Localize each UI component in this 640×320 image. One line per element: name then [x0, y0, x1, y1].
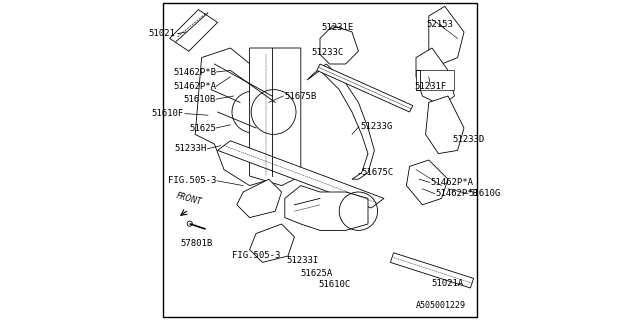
Polygon shape — [426, 96, 464, 154]
Text: 51462P*B: 51462P*B — [435, 189, 478, 198]
Polygon shape — [250, 224, 294, 262]
Polygon shape — [218, 141, 384, 208]
Text: 51610F: 51610F — [152, 109, 184, 118]
Text: FIG.505-3: FIG.505-3 — [168, 176, 216, 185]
Text: 51625: 51625 — [189, 124, 216, 132]
Text: 51462P*A: 51462P*A — [430, 178, 474, 187]
Text: 51462P*A: 51462P*A — [173, 82, 216, 91]
Text: 51610B: 51610B — [184, 95, 216, 104]
Text: 51233I: 51233I — [286, 256, 319, 265]
Polygon shape — [250, 48, 301, 186]
Text: 51233H: 51233H — [174, 144, 206, 153]
Text: 51231F: 51231F — [414, 82, 447, 91]
Text: 51231E: 51231E — [321, 23, 354, 32]
Polygon shape — [170, 10, 218, 51]
Text: 51233D: 51233D — [453, 135, 485, 144]
Polygon shape — [320, 26, 358, 64]
Polygon shape — [429, 6, 464, 64]
Text: 51610C: 51610C — [318, 280, 351, 289]
Text: 51675B: 51675B — [285, 92, 317, 100]
Polygon shape — [237, 179, 282, 218]
Text: 51625A: 51625A — [301, 269, 333, 278]
Polygon shape — [416, 48, 454, 106]
Text: 51610G: 51610G — [468, 189, 501, 198]
Polygon shape — [406, 160, 448, 205]
Text: 51233C: 51233C — [312, 48, 344, 57]
Text: FIG.505-3: FIG.505-3 — [232, 252, 280, 260]
PathPatch shape — [307, 64, 374, 179]
Text: 57801B: 57801B — [180, 239, 213, 248]
Text: 51021A: 51021A — [432, 279, 464, 288]
Polygon shape — [317, 64, 413, 112]
Text: 51462P*B: 51462P*B — [173, 68, 216, 76]
Text: 52153: 52153 — [427, 20, 453, 28]
Polygon shape — [390, 253, 474, 288]
Text: A505001229: A505001229 — [415, 301, 466, 310]
Text: 51233G: 51233G — [360, 122, 392, 131]
Text: 51675C: 51675C — [362, 168, 394, 177]
Polygon shape — [195, 48, 282, 186]
Text: 51021: 51021 — [148, 29, 175, 38]
Polygon shape — [416, 70, 454, 90]
Polygon shape — [285, 186, 368, 230]
Text: FRONT: FRONT — [175, 191, 202, 206]
